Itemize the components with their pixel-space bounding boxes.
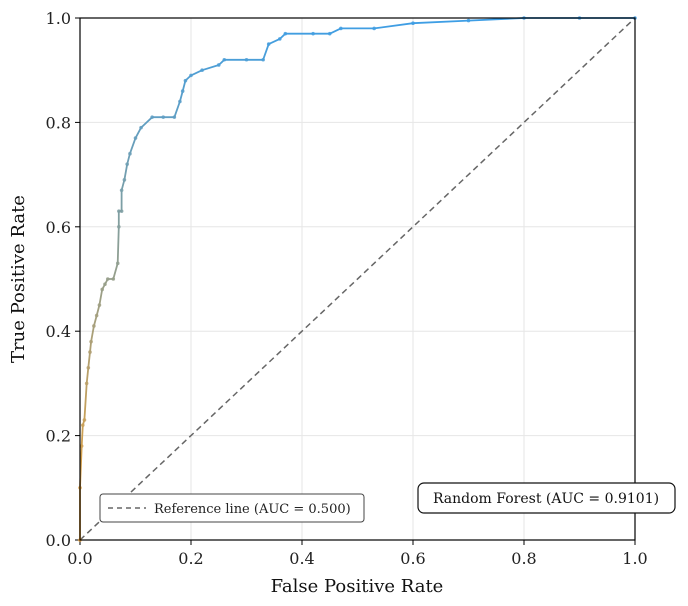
roc-point (183, 78, 188, 83)
roc-point (161, 115, 166, 119)
roc-point (411, 21, 415, 26)
roc-point (97, 303, 102, 307)
series-reference-line (79, 17, 636, 541)
roc-point (103, 282, 107, 287)
roc-point (311, 31, 315, 36)
roc-point (200, 68, 204, 72)
roc-point (283, 31, 288, 36)
roc-point (115, 261, 120, 266)
roc-point (372, 26, 376, 31)
roc-point (84, 381, 89, 386)
roc-point (105, 277, 110, 281)
roc-point (139, 125, 143, 130)
roc-point (80, 423, 85, 427)
x-tick-label: 1.0 (622, 549, 647, 568)
y-tick-label: 0.8 (46, 113, 71, 132)
roc-point (261, 57, 265, 62)
x-axis-label: False Positive Rate (271, 576, 444, 597)
roc-point (133, 136, 138, 140)
ticks: 0.0 0.2 0.4 0.6 0.8 1.0 0.0 0.2 0.4 0.6 0.8 1.0 (46, 9, 648, 568)
x-tick-label: 0.2 (178, 549, 203, 568)
x-tick-label: 0.6 (400, 549, 425, 568)
roc-point (327, 31, 332, 36)
y-tick-label: 0.2 (46, 427, 71, 446)
y-tick-label: 0.4 (46, 322, 71, 341)
x-tick-label: 0.8 (511, 549, 536, 568)
roc-point (178, 99, 182, 104)
roc-point (89, 339, 93, 344)
roc-point (122, 178, 127, 182)
roc-point (100, 287, 104, 292)
roc-point (339, 26, 343, 31)
auc-annotation-text: Random Forest (AUC = 0.9101) (433, 491, 659, 507)
auc-annotation: Random Forest (AUC = 0.9101) (417, 482, 676, 514)
roc-point (119, 188, 124, 193)
roc-point (117, 225, 121, 229)
y-tick-label: 1.0 (46, 9, 71, 28)
roc-point (111, 277, 116, 281)
roc-point (88, 350, 92, 354)
legend-entry-reference: Reference line (AUC = 0.500) (154, 502, 351, 517)
y-tick-label: 0.6 (46, 218, 71, 237)
roc-point (189, 73, 193, 78)
roc-point (150, 115, 154, 119)
roc-point (94, 313, 99, 318)
y-axis-label: True Positive Rate (8, 195, 29, 363)
y-tick-label: 0.0 (46, 531, 71, 550)
series-random-forest-line (79, 17, 635, 540)
series-layer (78, 16, 637, 542)
roc-point (216, 63, 221, 67)
legend-frame (99, 493, 365, 523)
roc-point (79, 444, 84, 448)
roc-point (278, 37, 282, 41)
roc-point (125, 162, 129, 166)
roc-point (466, 18, 471, 23)
roc-point (117, 209, 121, 213)
roc-point (82, 418, 87, 422)
roc-point (172, 115, 177, 119)
roc-point (222, 57, 227, 62)
roc-point (128, 151, 132, 156)
legend-box: Reference line (AUC = 0.500) (99, 493, 365, 523)
roc-point (92, 324, 96, 328)
x-tick-label: 0.0 (67, 549, 92, 568)
roc-point (180, 89, 185, 93)
plot-frame (79, 17, 636, 541)
auc-annotation-frame (417, 482, 676, 514)
roc-point (266, 42, 271, 46)
x-tick-label: 0.4 (289, 549, 314, 568)
roc-point (119, 209, 124, 213)
roc-point (244, 57, 249, 62)
grid (79, 17, 636, 541)
roc-point (86, 365, 91, 370)
